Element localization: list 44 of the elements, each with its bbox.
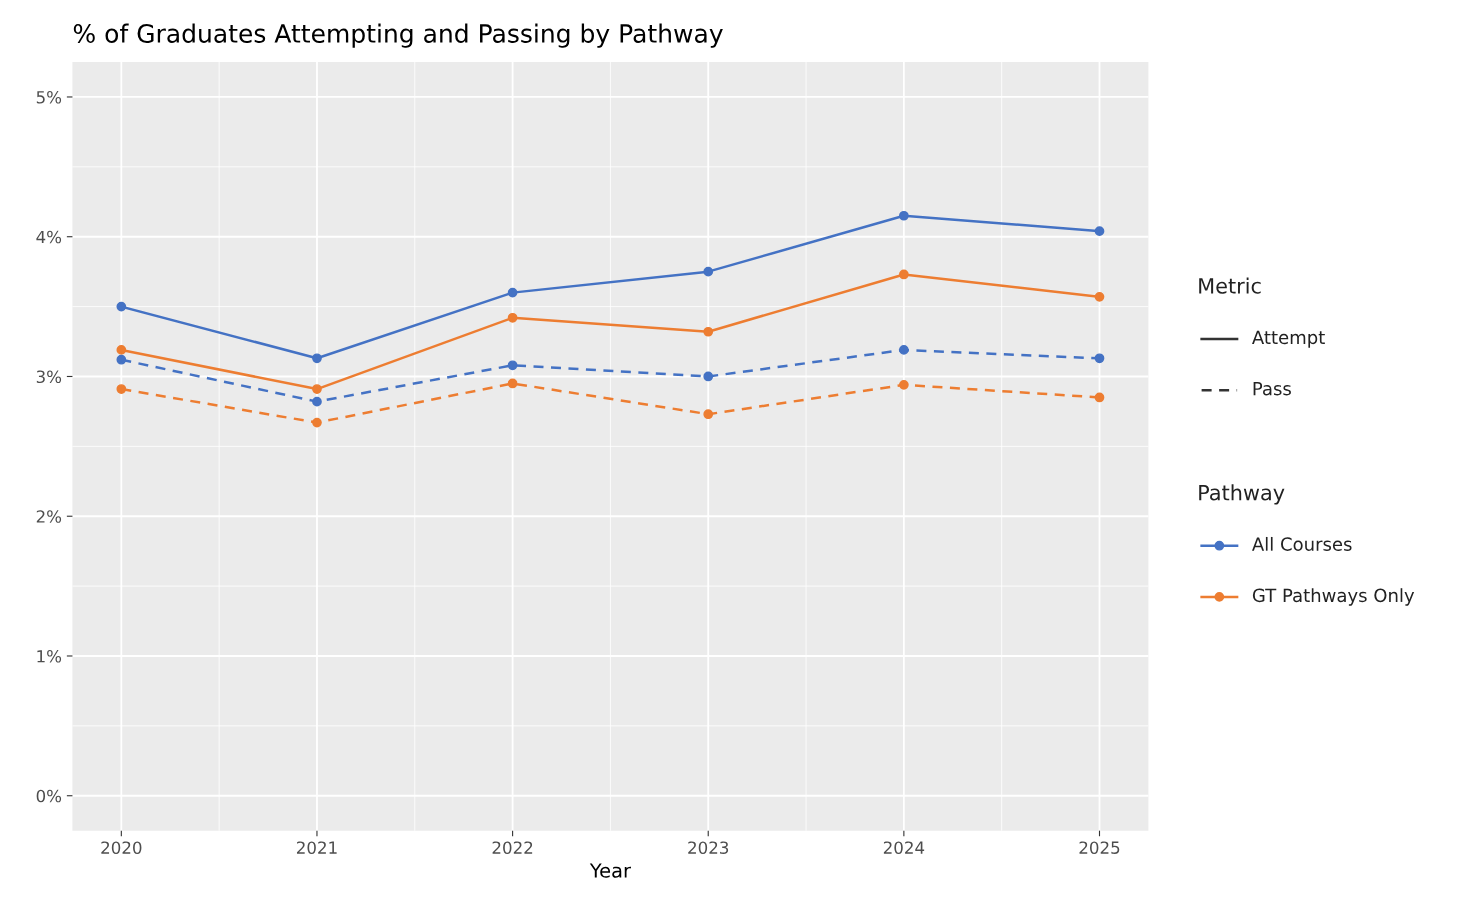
point xyxy=(703,326,714,337)
text: Attempt xyxy=(1252,330,1325,348)
x-tick-label: 2023 xyxy=(688,841,729,854)
point xyxy=(1094,353,1105,364)
y-tick-label: 3% xyxy=(36,370,62,384)
chart-title: % of Graduates Attempting and Passing by Pathway xyxy=(73,23,723,48)
x-axis-title: Year xyxy=(589,863,631,878)
y-tick-label: 2% xyxy=(36,510,62,523)
point xyxy=(1094,291,1105,302)
point xyxy=(899,380,909,390)
x-tick-label: 2022 xyxy=(492,841,533,854)
point xyxy=(312,384,322,394)
y-tick-label: 0% xyxy=(36,789,62,803)
x-tick-label: 2025 xyxy=(1079,841,1120,854)
point xyxy=(899,345,909,355)
text: GT Pathways Only xyxy=(1252,588,1415,606)
point xyxy=(116,354,127,365)
y-tick-label: 4% xyxy=(36,230,62,244)
point xyxy=(703,266,714,277)
y-tick-label: 5% xyxy=(36,90,62,104)
point xyxy=(1094,226,1105,236)
point xyxy=(116,345,127,355)
point xyxy=(116,301,127,312)
x-tick-label: 2021 xyxy=(296,841,337,854)
y-tick-label: 1% xyxy=(37,649,62,663)
point xyxy=(899,269,909,280)
text: Pathway xyxy=(1199,484,1285,505)
point xyxy=(1094,392,1105,403)
point xyxy=(312,417,322,428)
point xyxy=(116,384,127,394)
point xyxy=(312,396,322,407)
point xyxy=(899,210,909,221)
text: Pass xyxy=(1253,381,1291,396)
x-tick-label: 2020 xyxy=(101,841,142,854)
point xyxy=(703,371,714,382)
x-tick-label: 2024 xyxy=(883,841,925,854)
point xyxy=(507,360,518,371)
text: Metric xyxy=(1199,277,1261,294)
point xyxy=(507,378,518,389)
point xyxy=(507,287,518,298)
point xyxy=(507,312,518,323)
text: All Courses xyxy=(1252,536,1352,551)
point xyxy=(703,409,714,420)
point xyxy=(312,353,322,364)
